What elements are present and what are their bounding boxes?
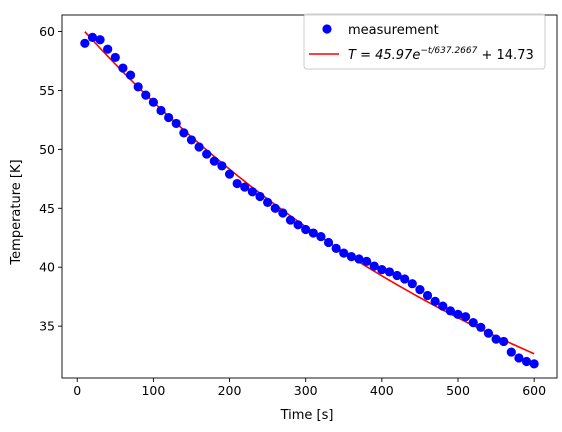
measurement-point (339, 248, 349, 258)
measurement-point (247, 187, 257, 197)
measurement-point (506, 347, 516, 357)
measurement-point (293, 220, 303, 230)
measurement-point (125, 70, 136, 80)
measurement-point (491, 334, 501, 344)
measurement-point (407, 279, 417, 289)
y-axis-label: Temperature [K] (9, 159, 24, 265)
measurement-point (331, 243, 341, 253)
measurement-point (164, 112, 174, 123)
measurement-point (461, 312, 471, 322)
x-tick-label: 200 (218, 383, 242, 398)
measurement-point (80, 38, 90, 48)
measurement-point (438, 301, 448, 311)
measurement-point (453, 309, 463, 319)
measurement-point (171, 118, 181, 129)
measurement-point (323, 237, 334, 248)
measurement-point (255, 191, 265, 202)
y-tick-label: 45 (39, 201, 55, 216)
y-tick-label: 50 (39, 142, 55, 157)
legend-frame (303, 13, 546, 70)
measurement-point (133, 82, 143, 92)
y-tick-label: 55 (39, 83, 55, 98)
legend-fit-label-exponent: −t/637.2667 (420, 46, 477, 56)
x-tick-label: 0 (73, 383, 81, 398)
measurement-point (263, 197, 273, 207)
measurement-point (87, 32, 98, 42)
measurement-point (103, 44, 113, 54)
measurement-point (118, 63, 128, 73)
measurement-point (529, 359, 539, 369)
legend-fit-label-main: T = 45.97e (348, 48, 420, 63)
measurement-point (224, 169, 235, 179)
y-tick-label: 60 (39, 24, 55, 39)
measurement-point (514, 353, 524, 363)
measurement-point (346, 252, 356, 262)
measurement-point (499, 336, 509, 347)
measurement-point (285, 215, 296, 225)
measurement-point (377, 264, 387, 275)
measurement-point (415, 285, 425, 295)
measurement-point (209, 156, 219, 166)
x-tick-label: 300 (294, 383, 318, 398)
measurement-point (301, 224, 311, 235)
x-axis-label: Time [s] (280, 408, 334, 423)
x-tick-label: 500 (446, 383, 470, 398)
measurement-point (217, 161, 227, 171)
measurement-point (202, 149, 212, 159)
measurement-point (156, 105, 166, 116)
measurement-point (400, 274, 410, 284)
measurement-point (445, 306, 455, 316)
measurement-point (521, 356, 532, 367)
measurement-point (308, 228, 318, 238)
measurement-point (483, 328, 494, 338)
legend-fit-label: T = 45.97e−t/637.2667 + 14.73 (348, 46, 534, 63)
measurement-point (430, 296, 440, 306)
plot-area (80, 31, 539, 369)
x-tick-label: 100 (141, 383, 165, 398)
measurement-point (354, 254, 364, 264)
legend: measurement T = 45.97e−t/637.2667 + 14.7… (303, 13, 546, 70)
measurement-point (179, 128, 189, 138)
legend-fit-label-suffix: + 14.73 (477, 48, 533, 63)
measurement-point (141, 90, 151, 100)
axes: 0 100 200 300 400 500 600 35 40 45 50 55 60 (39, 14, 558, 398)
fit-curve (84, 31, 535, 355)
measurement-point (194, 142, 204, 152)
measurement-point (369, 261, 379, 271)
y-tick-label: 35 (39, 319, 55, 334)
measurement-point (186, 135, 197, 145)
legend-measurement-marker (322, 24, 332, 34)
measurement-point (392, 270, 402, 281)
measurement-point (362, 256, 372, 266)
measurement-point (110, 52, 120, 63)
measurement-point (316, 231, 326, 242)
measurement-point (468, 318, 478, 328)
measurement-point (278, 208, 288, 218)
measurement-point (476, 322, 486, 332)
legend-measurement-label: measurement (348, 23, 439, 38)
x-tick-label: 400 (370, 383, 394, 398)
x-tick-label: 600 (522, 383, 546, 398)
measurement-point (95, 35, 105, 45)
measurement-point (240, 182, 250, 192)
measurement-point (422, 290, 433, 301)
measurement-point (232, 178, 242, 189)
measurement-point (384, 267, 395, 277)
y-tick-label: 40 (39, 260, 55, 275)
measurement-point (270, 203, 280, 213)
measurement-point (148, 97, 158, 107)
